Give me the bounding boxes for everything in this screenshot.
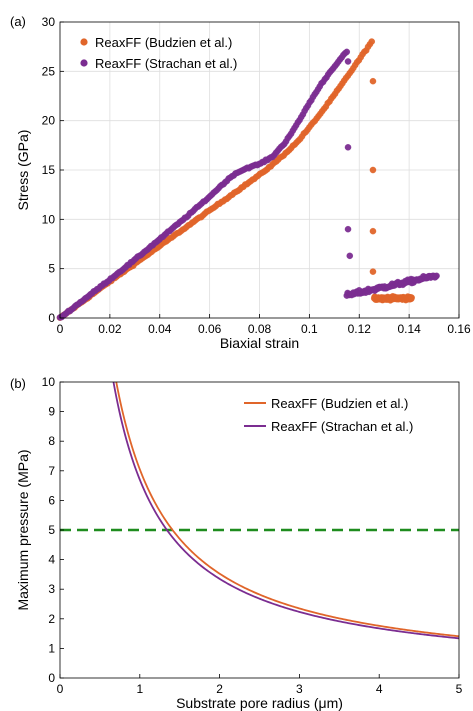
panel-a-legend-label-budzien: ReaxFF (Budzien et al.) xyxy=(95,35,232,50)
panel-a-legend-label-strachan: ReaxFF (Strachan et al.) xyxy=(95,56,237,71)
panel-a-y-tick-label: 20 xyxy=(42,114,56,128)
panel-b-label: (b) xyxy=(10,376,26,391)
panel-b-legend-box xyxy=(236,386,455,438)
panel-b-x-tick-label: 5 xyxy=(456,682,463,696)
data-point xyxy=(369,227,377,235)
panel-a-legend-marker-budzien xyxy=(80,38,88,46)
panel-a-plot-area xyxy=(56,38,440,321)
panel-b-y-tick-label: 9 xyxy=(48,405,55,419)
data-point xyxy=(368,38,375,45)
data-point xyxy=(369,268,377,275)
data-point xyxy=(344,144,352,151)
panel-a-legend-marker-strachan xyxy=(80,59,88,67)
panel-b-x-tick-label: 0 xyxy=(57,682,64,696)
panel-b-legend: ReaxFF (Budzien et al.) ReaxFF (Strachan… xyxy=(236,386,455,438)
panel-a-y-tick-label: 30 xyxy=(42,15,56,29)
panel-b-series-line-budzien xyxy=(115,381,460,638)
panel-a-x-tick-label: 0 xyxy=(57,322,64,336)
panel-a-series-strachan xyxy=(56,48,440,321)
panel-b-y-tick-label: 4 xyxy=(48,553,55,567)
panel-a-grid xyxy=(60,22,459,318)
panel-a-y-tick-label: 25 xyxy=(42,64,56,78)
panel-b-y-tick-label: 2 xyxy=(48,612,55,626)
panel-b-series-line-strachan xyxy=(112,381,460,640)
panel-b-x-tick-label: 1 xyxy=(136,682,143,696)
panel-a-x-tick-label: 0.06 xyxy=(198,322,222,336)
panel-a-y-tick-label: 10 xyxy=(42,212,56,226)
panel-a-x-tick-label: 0.12 xyxy=(348,322,372,336)
panel-a-x-axis-label: Biaxial strain xyxy=(220,335,299,351)
data-point xyxy=(343,48,351,56)
panel-a-y-tick-label: 5 xyxy=(48,262,55,276)
panel-a-y-axis-label: Stress (GPa) xyxy=(15,130,31,211)
panel-a-legend: ReaxFF (Budzien et al.) ReaxFF (Strachan… xyxy=(80,35,237,71)
panel-a-x-tick-label: 0.02 xyxy=(98,322,122,336)
data-point xyxy=(344,58,352,65)
panel-a-label: (a) xyxy=(10,14,26,29)
data-point xyxy=(369,77,377,85)
panel-b-x-tick-label: 4 xyxy=(376,682,383,696)
panel-b-y-tick-label: 3 xyxy=(48,582,55,596)
panel-b-y-tick-label: 1 xyxy=(48,641,55,655)
panel-a-x-tick-label: 0.04 xyxy=(148,322,172,336)
panel-b-y-tick-label: 5 xyxy=(48,523,55,537)
panel-b-y-tick-label: 0 xyxy=(48,671,55,685)
data-point xyxy=(433,272,440,280)
data-point xyxy=(408,294,415,301)
panel-b-x-tick-label: 3 xyxy=(296,682,303,696)
data-point xyxy=(344,225,352,233)
panel-b-ticks: 0 1 2 3 4 5 0 1 2 3 4 5 6 7 8 9 10 xyxy=(42,375,463,696)
panel-b-x-axis-label: Substrate pore radius (μm) xyxy=(176,695,343,711)
panel-b-y-tick-label: 7 xyxy=(48,464,55,478)
panel-b-plot-area xyxy=(60,381,460,640)
panel-b-pressure-radius-chart: (b) 0 1 2 3 4 5 0 1 2 3 4 5 6 7 8 9 10 Substrate pore ra… xyxy=(10,375,463,711)
panel-a-x-tick-label: 0.16 xyxy=(447,322,471,336)
panel-b-legend-label-budzien: ReaxFF (Budzien et al.) xyxy=(271,396,408,411)
panel-b-y-tick-label: 6 xyxy=(48,493,55,507)
panel-b-y-tick-label: 8 xyxy=(48,434,55,448)
panel-a-ticks: 0 0.02 0.04 0.06 0.08 0.1 0.12 0.14 0.16 0 5 10 15 20… xyxy=(42,15,471,336)
panel-b-y-tick-label: 10 xyxy=(42,375,56,389)
panel-a-x-tick-label: 0.1 xyxy=(301,322,318,336)
panel-a-x-tick-label: 0.14 xyxy=(397,322,421,336)
panel-b-x-tick-label: 2 xyxy=(216,682,223,696)
panel-a-stress-strain-chart: (a) 0 0.02 0.04 0.06 0.08 0.1 0.12 0.14 0.16 0 5 10… xyxy=(10,14,471,351)
panel-b-legend-label-strachan: ReaxFF (Strachan et al.) xyxy=(271,419,413,434)
data-point xyxy=(369,166,377,174)
data-point xyxy=(346,252,354,260)
panel-a-y-tick-label: 0 xyxy=(48,311,55,325)
panel-a-y-tick-label: 15 xyxy=(42,163,56,177)
panel-a-x-tick-label: 0.08 xyxy=(248,322,272,336)
panel-b-y-axis-label: Maximum pressure (MPa) xyxy=(15,449,31,610)
